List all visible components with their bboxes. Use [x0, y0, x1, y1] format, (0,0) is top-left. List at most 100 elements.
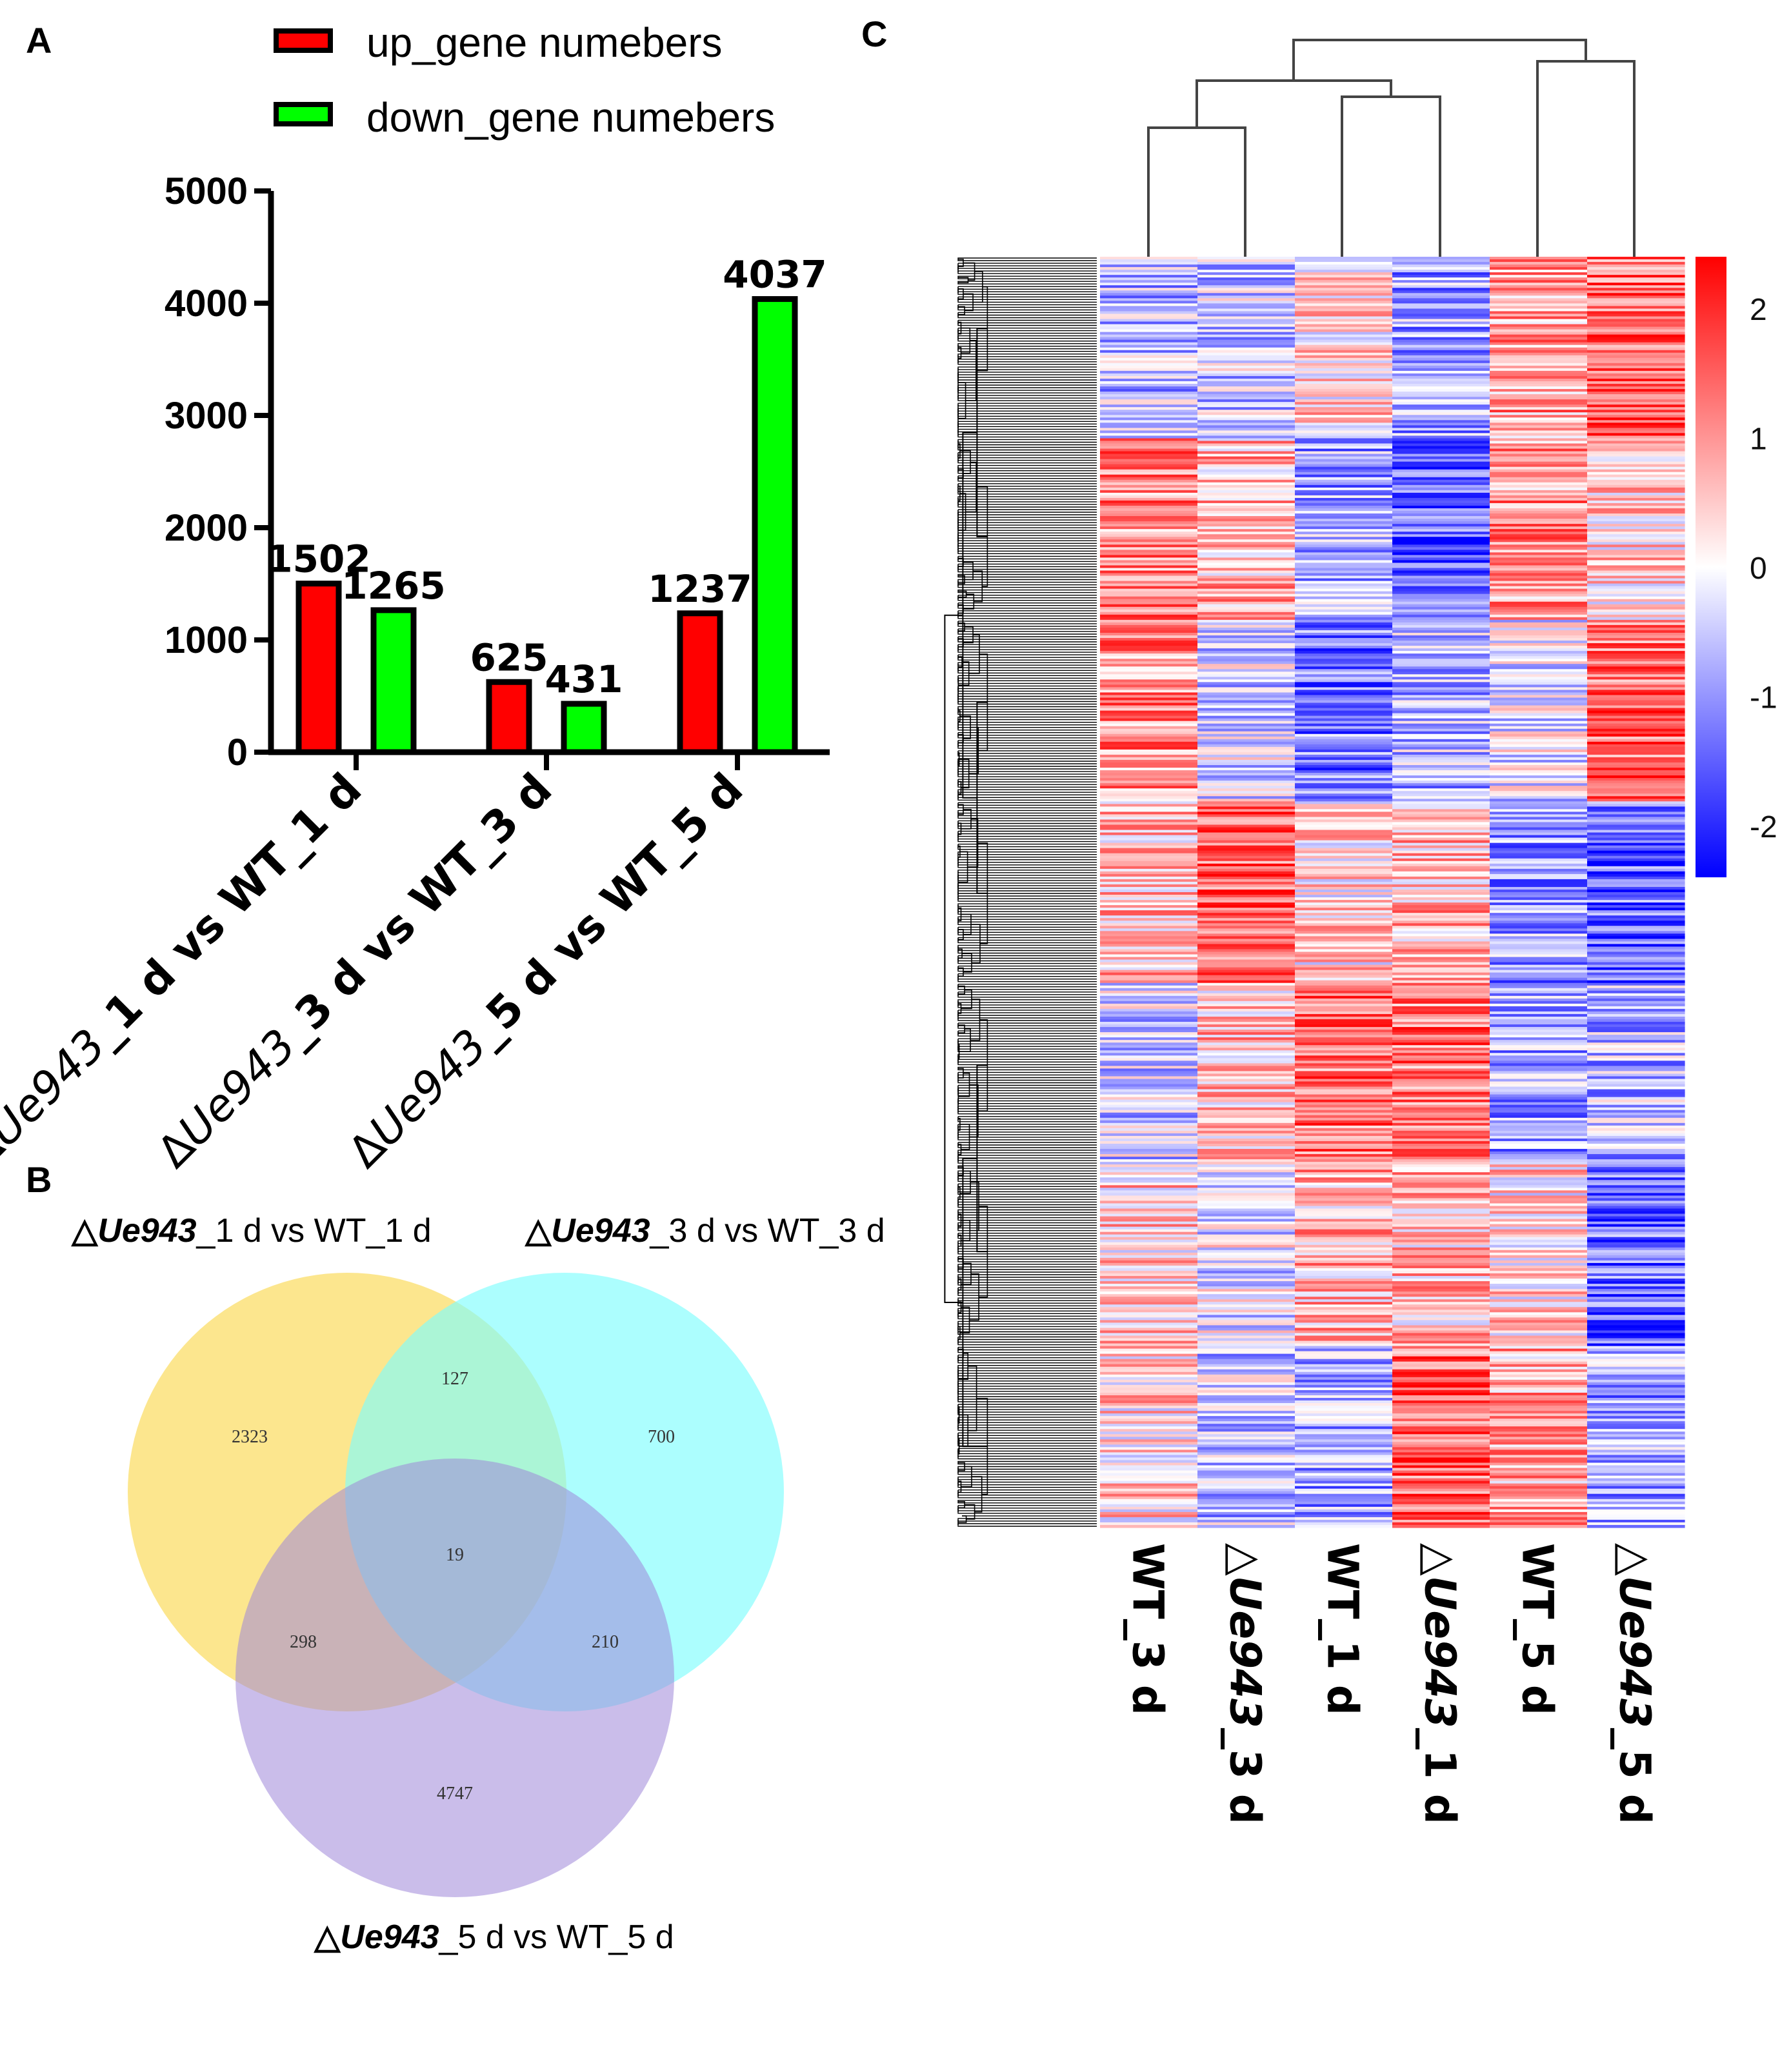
heatmap-cell — [1295, 728, 1393, 732]
heatmap-cell — [1295, 1514, 1393, 1518]
heatmap-cell — [1587, 316, 1685, 320]
heatmap-cell — [1100, 508, 1198, 512]
heatmap-cell — [1587, 977, 1685, 981]
row-dendro-branch — [957, 615, 1097, 619]
heatmap-cell — [1100, 378, 1198, 382]
heatmap-cell — [1197, 1027, 1296, 1030]
heatmap-cell — [1295, 853, 1393, 857]
heatmap-cell — [1100, 606, 1198, 610]
heatmap-cell — [1392, 321, 1490, 325]
heatmap-cell — [1490, 497, 1588, 501]
heatmap-cell — [1197, 477, 1296, 481]
heatmap-cell — [1295, 1348, 1393, 1352]
heatmap-cell — [1392, 964, 1490, 968]
heatmap-cell — [1197, 402, 1296, 405]
heatmap-cell — [1392, 1434, 1490, 1437]
heatmap-cell — [1587, 477, 1685, 481]
row-dendro-branch — [957, 491, 1097, 495]
heatmap-cell — [1587, 1320, 1685, 1323]
heatmap-cell — [1295, 365, 1393, 369]
heatmap-cell — [1490, 257, 1588, 260]
heatmap-cell — [1587, 1066, 1685, 1069]
heatmap-cell — [1100, 1208, 1198, 1212]
row-dendro-branch — [957, 1484, 1097, 1488]
heatmap-cell — [1197, 884, 1296, 888]
heatmap-cell — [1392, 1452, 1490, 1456]
heatmap-cell — [1490, 438, 1588, 442]
heatmap-cell — [1100, 1024, 1198, 1028]
heatmap-cell — [1197, 762, 1296, 766]
heatmap-cell — [1100, 1411, 1198, 1414]
row-dendro-branch — [957, 550, 1097, 554]
heatmap-cell — [1392, 316, 1490, 320]
heatmap-cell — [1587, 926, 1685, 929]
heatmap-cell — [1295, 1027, 1393, 1030]
heatmap-cell — [1587, 687, 1685, 691]
heatmap-cell — [1197, 586, 1296, 590]
heatmap-cell — [1295, 786, 1393, 789]
heatmap-cell — [1197, 812, 1296, 815]
heatmap-cell — [1197, 913, 1296, 916]
heatmap-cell — [1587, 596, 1685, 600]
heatmap-cell — [1490, 1239, 1588, 1243]
heatmap-cell — [1100, 659, 1198, 662]
heatmap-cell — [1100, 326, 1198, 330]
heatmap-cell — [1392, 532, 1490, 535]
heatmap-cell — [1295, 884, 1393, 888]
heatmap-cell — [1490, 578, 1588, 582]
heatmap-cell — [1587, 1291, 1685, 1295]
heatmap-cell — [1197, 1348, 1296, 1352]
heatmap-cell — [1392, 713, 1490, 717]
heatmap-cell — [1197, 684, 1296, 688]
heatmap-cell — [1490, 588, 1588, 592]
row-dendro-branch — [957, 1399, 1097, 1402]
heatmap-cell — [1392, 1483, 1490, 1487]
heatmap-cell — [1490, 575, 1588, 579]
heatmap-cell — [1100, 259, 1198, 263]
heatmap-cell — [1587, 547, 1685, 550]
heatmap-cell — [1295, 484, 1393, 488]
heatmap-cell — [1392, 830, 1490, 833]
heatmap-cell — [1100, 684, 1198, 688]
heatmap-cell — [1490, 1061, 1588, 1064]
heatmap-cell — [1295, 1037, 1393, 1041]
heatmap-cell — [1295, 451, 1393, 455]
heatmap-cell — [1392, 433, 1490, 437]
heatmap-cell — [1587, 1369, 1685, 1373]
heatmap-cell — [1490, 1356, 1588, 1360]
heatmap-cell — [1100, 881, 1198, 885]
heatmap-cell — [1295, 1076, 1393, 1080]
heatmap-cell — [1197, 793, 1296, 797]
heatmap-cell — [1587, 472, 1685, 475]
heatmap-cell — [1295, 497, 1393, 501]
heatmap-cell — [1490, 850, 1588, 854]
heatmap-cell — [1587, 1128, 1685, 1131]
heatmap-cell — [1100, 1102, 1198, 1106]
bar-value-label: 431 — [545, 657, 623, 701]
heatmap-cell — [1295, 1206, 1393, 1210]
heatmap-cell — [1197, 796, 1296, 799]
heatmap-cell — [1295, 568, 1393, 572]
heatmap-cell — [1490, 277, 1588, 281]
row-dendro-branch — [957, 337, 1097, 342]
heatmap-cell — [1392, 596, 1490, 600]
heatmap-cell — [1587, 1133, 1685, 1137]
heatmap-cell — [1100, 661, 1198, 664]
heatmap-cell — [1197, 547, 1296, 550]
heatmap-cell — [1100, 423, 1198, 426]
heatmap-cell — [1100, 1524, 1198, 1528]
heatmap-cell — [1490, 1379, 1588, 1383]
heatmap-cell — [1295, 1297, 1393, 1300]
heatmap-cell — [1197, 1024, 1296, 1028]
heatmap-cell — [1587, 1431, 1685, 1435]
heatmap-cell — [1295, 848, 1393, 852]
heatmap-cell — [1490, 1172, 1588, 1175]
heatmap-cell — [1197, 378, 1296, 382]
heatmap-cell — [1197, 1395, 1296, 1399]
row-dendro-branch — [957, 1074, 1097, 1079]
heatmap-cell — [1587, 1040, 1685, 1043]
heatmap-cell — [1490, 500, 1588, 504]
heatmap-cell — [1100, 1027, 1198, 1030]
heatmap-cell — [1587, 627, 1685, 631]
heatmap-cell — [1490, 1493, 1588, 1497]
